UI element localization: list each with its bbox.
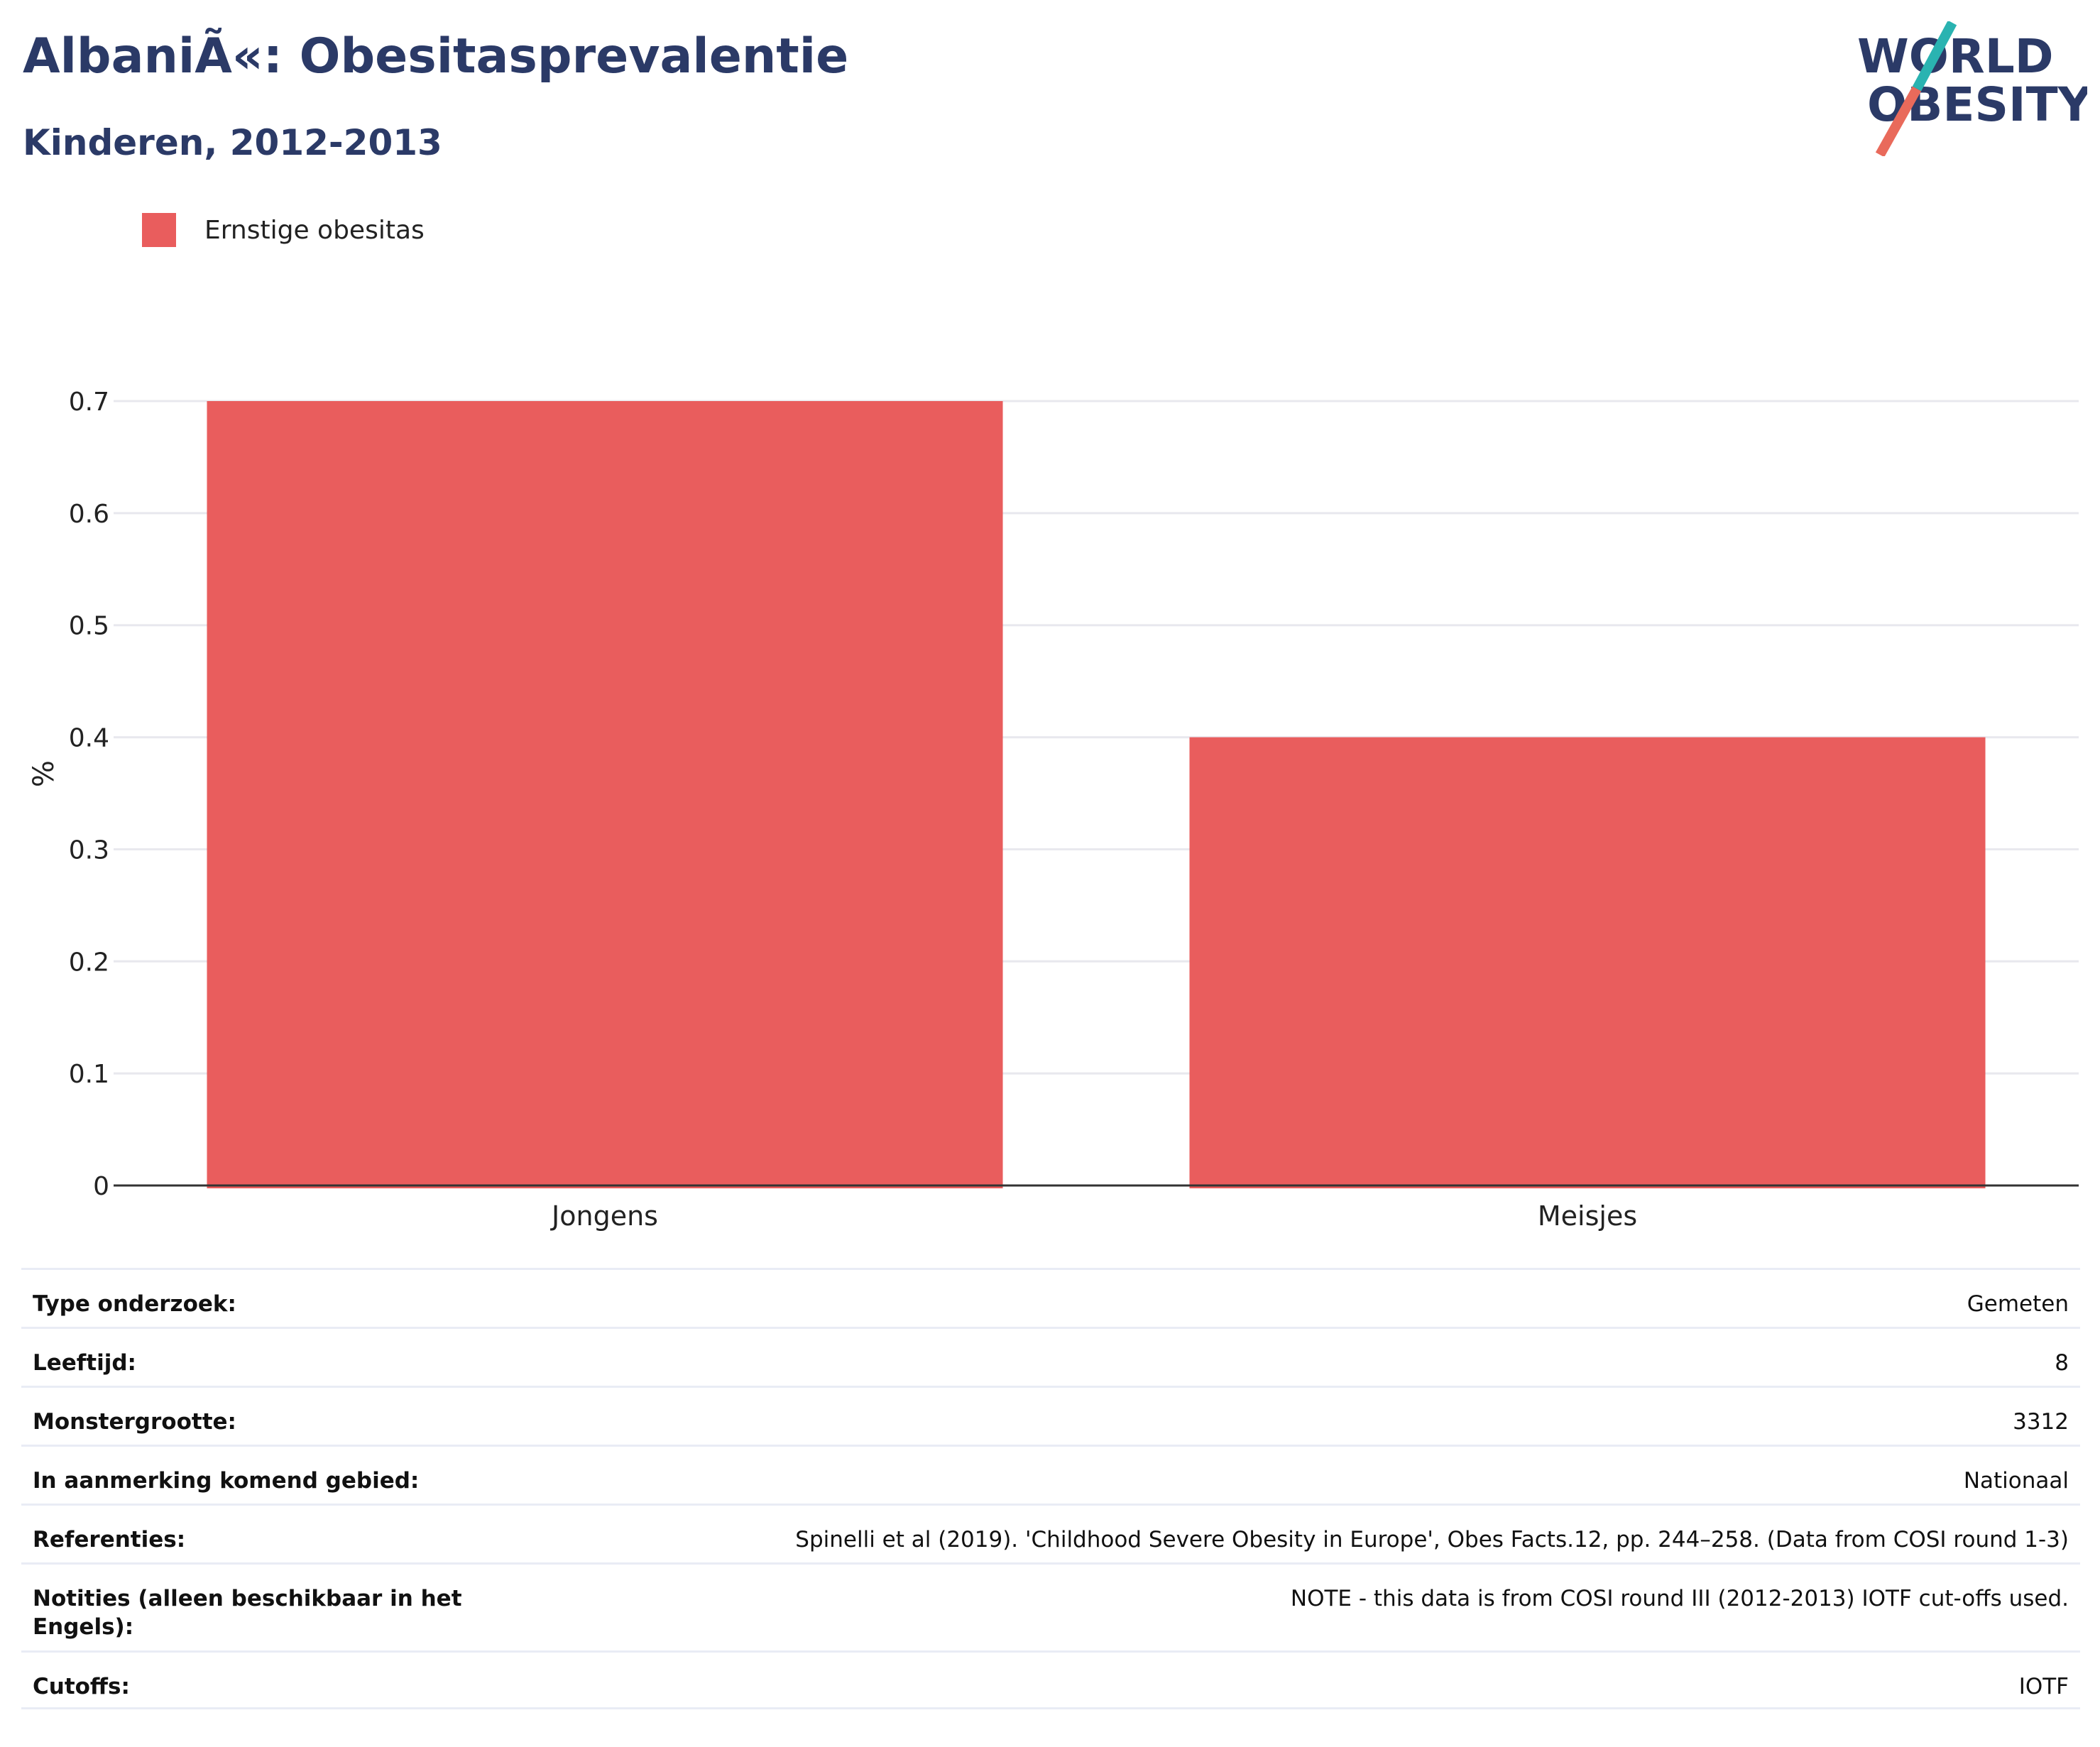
page-subtitle: Kinderen, 2012-2013	[23, 122, 442, 163]
meta-value: 8	[2055, 1350, 2069, 1376]
meta-value: NOTE - this data is from COSI round III …	[1290, 1586, 2069, 1611]
meta-value: 3312	[2013, 1409, 2069, 1435]
logo-slash-red	[1875, 86, 1922, 156]
meta-label: Leeftijd:	[33, 1350, 136, 1376]
meta-row-references: Referenties: Spinelli et al (2019). 'Chi…	[21, 1504, 2080, 1562]
legend-swatch	[142, 213, 176, 247]
page-title: AlbaniÃ«: Obesitasprevalentie	[23, 28, 849, 84]
bar-layer	[207, 401, 1986, 1188]
logo-line-world: WORLD	[1857, 29, 2054, 84]
meta-row-area: In aanmerking komend gebied: Nationaal	[21, 1445, 2080, 1504]
x-tick-label: Meisjes	[1538, 1200, 1637, 1232]
y-tick-labels: 0 0.1 0.2 0.3 0.4 0.5 0.6 0.7	[69, 388, 109, 1201]
logo-slash-teal	[1912, 21, 1957, 92]
y-tick-label: 0.7	[69, 388, 109, 417]
meta-value: IOTF	[2018, 1674, 2069, 1699]
bar-chart: 0 0.1 0.2 0.3 0.4 0.5 0.6 0.7 Jongens Meisjes	[69, 388, 2079, 1232]
meta-row-notes: Notities (alleen beschikbaar in het Enge…	[21, 1562, 2080, 1650]
y-tick-label: 0.3	[69, 836, 109, 865]
y-tick-label: 0.4	[69, 724, 109, 753]
meta-row-age: Leeftijd: 8	[21, 1327, 2080, 1386]
meta-label: Type onderzoek:	[33, 1291, 236, 1317]
legend-label: Ernstige obesitas	[204, 215, 425, 245]
meta-label: Notities (alleen beschikbaar in het Enge…	[33, 1586, 462, 1640]
meta-row-sample-size: Monstergrootte: 3312	[21, 1386, 2080, 1445]
y-tick-label: 0.1	[69, 1060, 109, 1089]
meta-value: Nationaal	[1963, 1468, 2069, 1494]
meta-label: Monstergrootte:	[33, 1409, 236, 1435]
meta-label: Cutoffs:	[33, 1674, 130, 1699]
metadata-table: Type onderzoek: Gemeten Leeftijd: 8 Mons…	[21, 1268, 2080, 1709]
x-tick-label: Jongens	[550, 1200, 658, 1232]
y-tick-label: 0.2	[69, 948, 109, 977]
meta-row-survey-type: Type onderzoek: Gemeten	[21, 1268, 2080, 1327]
world-obesity-logo: WORLD OBESITY	[1857, 21, 2087, 156]
y-axis-label: %	[28, 760, 60, 788]
meta-value: Spinelli et al (2019). 'Childhood Severe…	[795, 1527, 2069, 1552]
meta-label: In aanmerking komend gebied:	[33, 1468, 420, 1494]
y-tick-label: 0.6	[69, 500, 109, 529]
meta-label: Referenties:	[33, 1527, 186, 1552]
meta-value: Gemeten	[1967, 1291, 2069, 1317]
y-tick-label: 0	[93, 1172, 109, 1201]
chart-legend[interactable]: Ernstige obesitas	[142, 210, 425, 250]
bar-jongens[interactable]	[207, 401, 1003, 1188]
y-tick-label: 0.5	[69, 612, 109, 641]
bar-meisjes[interactable]	[1189, 737, 1986, 1188]
meta-row-cutoffs: Cutoffs: IOTF	[21, 1650, 2080, 1709]
x-tick-labels: Jongens Meisjes	[550, 1200, 1637, 1232]
